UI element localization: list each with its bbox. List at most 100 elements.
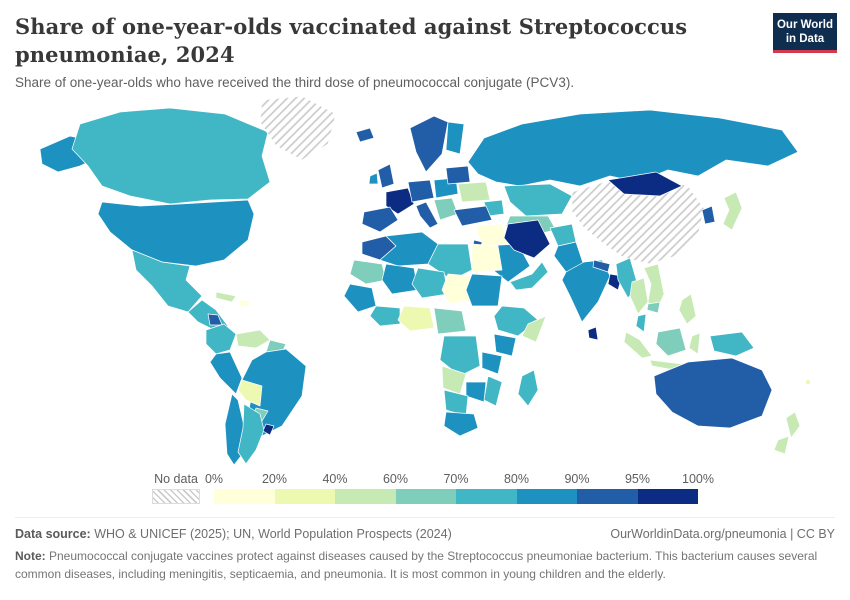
country-russia[interactable]	[467, 110, 799, 187]
country-hispaniola[interactable]	[238, 300, 251, 308]
owid-link[interactable]: OurWorldinData.org/pneumonia | CC BY	[610, 527, 835, 542]
legend-swatch-60-70%[interactable]	[395, 489, 456, 505]
country-egypt[interactable]	[471, 244, 503, 273]
country-philippines[interactable]	[678, 294, 697, 325]
country-nepal[interactable]	[592, 260, 611, 273]
country-uruguay[interactable]	[262, 424, 275, 436]
country-mauritania[interactable]	[349, 260, 387, 285]
country-nigeria[interactable]	[397, 306, 435, 332]
map-container	[10, 94, 850, 466]
country-united-kingdom[interactable]	[377, 164, 395, 189]
owid-logo-line2: in Data	[785, 33, 825, 46]
country-japan[interactable]	[722, 192, 743, 231]
country-new-guinea[interactable]	[709, 332, 755, 357]
country-west-africa-coast[interactable]	[343, 284, 377, 313]
country-syria-iraq[interactable]	[475, 224, 509, 247]
country-sri-lanka[interactable]	[587, 327, 599, 341]
country-cuba[interactable]	[215, 292, 237, 303]
owid-logo-accent-bar	[773, 50, 837, 53]
country-tanzania[interactable]	[481, 352, 503, 375]
legend-tick-label: 0%	[204, 472, 224, 487]
legend-swatch-row	[214, 489, 698, 505]
country-mongolia[interactable]	[607, 172, 683, 197]
country-mexico[interactable]	[131, 250, 203, 313]
country-greenland[interactable]	[259, 96, 337, 161]
country-south-africa[interactable]	[443, 412, 479, 437]
country-somalia[interactable]	[521, 316, 547, 343]
country-mozambique[interactable]	[483, 376, 503, 407]
country-canada[interactable]	[71, 108, 271, 205]
country-sulawesi[interactable]	[688, 333, 701, 355]
legend-swatch-90-95%[interactable]	[577, 489, 638, 505]
country-colombia[interactable]	[205, 324, 237, 355]
chart-footer: Data source: WHO & UNICEF (2025); UN, Wo…	[15, 517, 835, 583]
legend-swatch-40-60%[interactable]	[335, 489, 396, 505]
legend-tick-label: 95%	[624, 472, 651, 487]
legend-swatch-20-40%[interactable]	[274, 489, 335, 505]
legend-swatch-80-90%[interactable]	[516, 489, 577, 505]
country-sudan[interactable]	[465, 274, 503, 307]
country-iberia[interactable]	[361, 207, 399, 233]
legend-tick-label: 70%	[443, 472, 469, 487]
country-italy[interactable]	[415, 202, 439, 229]
country-finland[interactable]	[445, 122, 465, 155]
country-kenya-uganda[interactable]	[493, 334, 517, 357]
legend-no-data: No data	[152, 472, 200, 505]
country-drc[interactable]	[439, 336, 481, 377]
data-source-label: Data source:	[15, 527, 91, 542]
country-yemen-oman[interactable]	[509, 262, 549, 291]
country-bolivia[interactable]	[237, 380, 263, 407]
country-australia[interactable]	[653, 358, 773, 429]
country-france[interactable]	[385, 188, 415, 215]
country-algeria[interactable]	[379, 232, 439, 267]
country-balkans[interactable]	[433, 198, 459, 221]
country-baltics-belarus[interactable]	[445, 166, 471, 185]
owid-logo[interactable]: Our World in Data	[773, 13, 837, 53]
country-central-europe[interactable]	[407, 180, 435, 203]
country-thailand[interactable]	[629, 278, 649, 315]
legend-tick-row: 0% 20% 40% 60% 70% 80% 90% 95% 100%	[205, 472, 714, 489]
country-cameroon-car[interactable]	[433, 308, 467, 335]
world-map	[39, 96, 811, 466]
country-mali[interactable]	[381, 264, 419, 295]
legend-no-data-label: No data	[154, 472, 198, 487]
legend-tick-label: 60%	[382, 472, 409, 487]
country-korea[interactable]	[701, 206, 716, 225]
legend-color-scale: 0% 20% 40% 60% 70% 80% 90% 95% 100%	[205, 472, 714, 505]
country-malay-peninsula[interactable]	[635, 314, 647, 333]
data-source-text: Data source: WHO & UNICEF (2025); UN, Wo…	[15, 527, 452, 541]
legend-tick-label: 100%	[682, 472, 714, 487]
page-title: Share of one-year-olds vaccinated agains…	[15, 14, 688, 67]
legend-tick-label: 20%	[261, 472, 288, 487]
legend-swatch-95-100%[interactable]	[637, 489, 698, 505]
country-cambodia[interactable]	[646, 302, 661, 314]
country-venezuela[interactable]	[235, 330, 271, 349]
country-ukraine[interactable]	[457, 182, 491, 203]
country-turkey[interactable]	[453, 206, 493, 227]
legend-swatch-70-80%[interactable]	[456, 489, 517, 505]
country-ireland[interactable]	[368, 173, 379, 185]
country-madagascar[interactable]	[517, 370, 539, 407]
country-borneo[interactable]	[655, 328, 687, 357]
country-new-zealand-north[interactable]	[785, 412, 801, 439]
country-sumatra[interactable]	[623, 332, 653, 359]
country-scandinavia[interactable]	[409, 116, 449, 173]
country-india[interactable]	[561, 260, 611, 323]
country-united-states[interactable]	[97, 200, 255, 267]
note-row: Note: Pneumococcal conjugate vaccines pr…	[15, 548, 835, 583]
legend-no-data-swatch[interactable]	[152, 489, 200, 505]
country-argentina[interactable]	[237, 404, 265, 465]
country-iceland[interactable]	[355, 128, 375, 143]
country-chad[interactable]	[441, 274, 473, 305]
country-peru[interactable]	[209, 352, 243, 395]
country-zambia-zimbabwe[interactable]	[465, 382, 487, 403]
country-iran[interactable]	[503, 220, 551, 259]
country-niger[interactable]	[411, 268, 449, 299]
legend-swatch-0-20%[interactable]	[214, 489, 275, 505]
country-new-zealand-south[interactable]	[773, 436, 790, 455]
country-pacific-islands[interactable]	[805, 379, 811, 386]
chart-header: Share of one-year-olds vaccinated agains…	[0, 0, 850, 90]
country-kazakhstan[interactable]	[503, 184, 573, 217]
country-ivory-ghana[interactable]	[369, 306, 401, 327]
note-text: Pneumococcal conjugate vaccines protect …	[15, 549, 818, 581]
